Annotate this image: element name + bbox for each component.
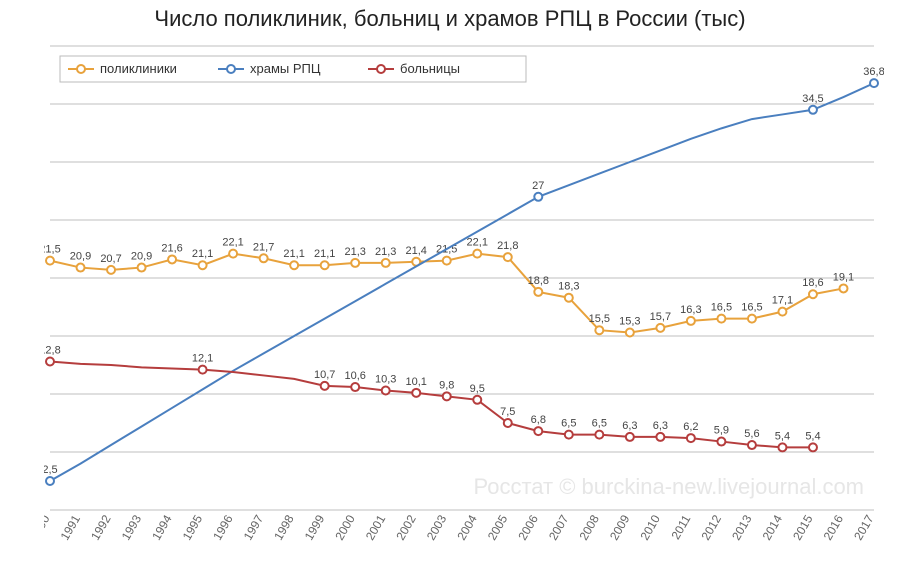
svg-text:2003: 2003 xyxy=(424,512,450,542)
svg-text:9,8: 9,8 xyxy=(439,379,454,391)
svg-text:21,8: 21,8 xyxy=(497,240,518,252)
svg-text:21,5: 21,5 xyxy=(44,244,61,256)
svg-text:22,1: 22,1 xyxy=(222,237,243,249)
svg-text:16,5: 16,5 xyxy=(711,302,732,314)
svg-text:поликлиники: поликлиники xyxy=(100,61,177,76)
svg-text:19,1: 19,1 xyxy=(833,271,854,283)
svg-text:2004: 2004 xyxy=(454,512,480,542)
svg-text:2010: 2010 xyxy=(637,512,663,542)
svg-text:2008: 2008 xyxy=(576,512,602,542)
svg-text:5,4: 5,4 xyxy=(805,430,820,442)
svg-text:5,4: 5,4 xyxy=(775,430,790,442)
svg-text:21,6: 21,6 xyxy=(161,242,182,254)
svg-text:храмы РПЦ: храмы РПЦ xyxy=(250,61,321,76)
svg-text:1992: 1992 xyxy=(88,512,114,542)
svg-text:6,5: 6,5 xyxy=(592,418,607,430)
svg-text:2011: 2011 xyxy=(668,512,693,542)
svg-text:5,9: 5,9 xyxy=(714,425,729,437)
svg-text:12,1: 12,1 xyxy=(192,353,213,365)
svg-text:2006: 2006 xyxy=(515,512,541,542)
svg-text:2005: 2005 xyxy=(485,512,511,542)
svg-text:12,8: 12,8 xyxy=(44,345,61,357)
svg-text:16,3: 16,3 xyxy=(680,304,701,316)
svg-text:6,8: 6,8 xyxy=(531,414,546,426)
svg-text:34,5: 34,5 xyxy=(802,93,823,105)
svg-text:15,5: 15,5 xyxy=(589,313,610,325)
svg-text:20,9: 20,9 xyxy=(70,251,91,263)
chart-svg: 0510152025303540199019911992199319941995… xyxy=(44,40,884,570)
svg-text:2013: 2013 xyxy=(729,512,755,542)
svg-text:9,5: 9,5 xyxy=(470,383,485,395)
svg-text:18,8: 18,8 xyxy=(528,275,549,287)
svg-text:2016: 2016 xyxy=(821,512,847,542)
svg-text:1990: 1990 xyxy=(44,512,53,542)
svg-text:2002: 2002 xyxy=(393,512,419,542)
series-hospitals: 12,8 12,1 10,7 10,6 10,3 10,1 9,8 9,5 7,5 6,8 6,5 6… xyxy=(44,345,821,452)
svg-text:6,3: 6,3 xyxy=(653,420,668,432)
svg-text:20,9: 20,9 xyxy=(131,251,152,263)
svg-text:Росстат © burckina-new.livejou: Росстат © burckina-new.livejournal.com xyxy=(474,474,865,499)
svg-text:36,8: 36,8 xyxy=(863,66,884,78)
svg-text:больницы: больницы xyxy=(400,61,460,76)
svg-text:21,7: 21,7 xyxy=(253,241,274,253)
svg-text:7,5: 7,5 xyxy=(500,406,515,418)
svg-text:17,1: 17,1 xyxy=(772,295,793,307)
svg-text:21,3: 21,3 xyxy=(375,246,396,258)
svg-text:18,3: 18,3 xyxy=(558,281,579,293)
svg-text:2000: 2000 xyxy=(332,512,358,542)
svg-text:10,3: 10,3 xyxy=(375,374,396,386)
svg-text:2017: 2017 xyxy=(851,512,877,542)
series-clinics: 21,5 20,9 20,7 20,9 21,6 21,1 22,1 21,7 21,1 21,1… xyxy=(44,237,854,337)
svg-text:21,1: 21,1 xyxy=(314,248,335,260)
svg-text:1998: 1998 xyxy=(271,512,297,542)
plot-area: 0510152025303540199019911992199319941995… xyxy=(44,40,884,510)
svg-text:18,6: 18,6 xyxy=(802,277,823,289)
svg-text:10,1: 10,1 xyxy=(406,376,427,388)
svg-text:2007: 2007 xyxy=(546,512,572,542)
svg-text:1996: 1996 xyxy=(210,512,236,542)
svg-text:21,1: 21,1 xyxy=(283,248,304,260)
svg-text:21,4: 21,4 xyxy=(406,245,427,257)
svg-text:2009: 2009 xyxy=(607,512,633,542)
svg-text:1994: 1994 xyxy=(149,512,175,542)
svg-text:1995: 1995 xyxy=(180,512,206,542)
svg-text:1991: 1991 xyxy=(58,512,84,542)
svg-text:10,7: 10,7 xyxy=(314,369,335,381)
svg-text:2012: 2012 xyxy=(699,512,725,542)
svg-text:15,3: 15,3 xyxy=(619,316,640,328)
svg-text:6,3: 6,3 xyxy=(622,420,637,432)
svg-text:2001: 2001 xyxy=(363,512,389,542)
svg-text:1999: 1999 xyxy=(302,512,328,542)
svg-text:15,7: 15,7 xyxy=(650,311,671,323)
chart-container: Число поликлиник, больниц и храмов РПЦ в… xyxy=(0,0,900,582)
chart-title: Число поликлиник, больниц и храмов РПЦ в… xyxy=(0,6,900,32)
svg-text:6,2: 6,2 xyxy=(683,421,698,433)
svg-text:2,5: 2,5 xyxy=(44,464,58,476)
svg-text:27: 27 xyxy=(532,180,544,192)
svg-text:2015: 2015 xyxy=(790,512,816,542)
legend: поликлиники храмы РПЦ больницы xyxy=(60,56,526,82)
svg-text:10,6: 10,6 xyxy=(344,370,365,382)
svg-text:21,1: 21,1 xyxy=(192,248,213,260)
svg-text:5,6: 5,6 xyxy=(744,428,759,440)
svg-text:2014: 2014 xyxy=(760,512,786,542)
svg-text:16,5: 16,5 xyxy=(741,302,762,314)
series-churches: 2,5 27 34,5 36,8 xyxy=(44,66,884,485)
svg-text:20,7: 20,7 xyxy=(100,253,121,265)
svg-text:22,1: 22,1 xyxy=(467,237,488,249)
svg-text:1993: 1993 xyxy=(119,512,145,542)
svg-text:1997: 1997 xyxy=(241,512,267,542)
svg-text:6,5: 6,5 xyxy=(561,418,576,430)
svg-text:21,3: 21,3 xyxy=(344,246,365,258)
